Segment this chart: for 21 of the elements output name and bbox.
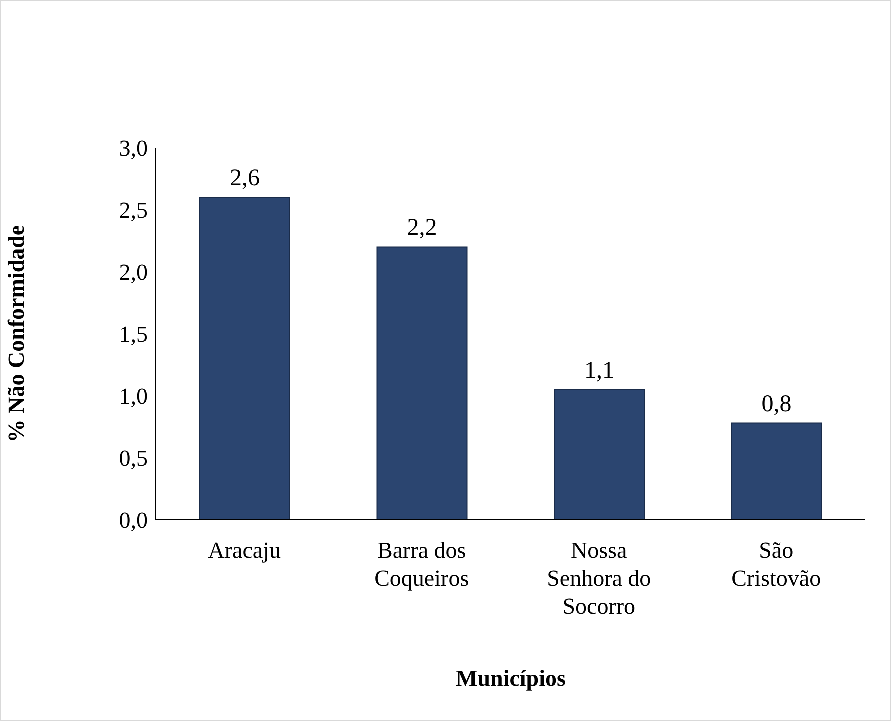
- data-label: 1,1: [584, 358, 614, 384]
- y-tick-label: 1,0: [119, 384, 148, 410]
- x-tick-label: São Cristovão: [732, 538, 822, 591]
- y-axis-title: % Não Conformidade: [4, 225, 30, 443]
- data-label: 0,8: [762, 391, 792, 418]
- y-tick-label: 2,0: [119, 260, 148, 286]
- bar: [376, 246, 468, 520]
- x-axis-title: Municípios: [455, 666, 567, 692]
- data-label: 2,2: [407, 215, 438, 242]
- y-tick-label: 3,0: [119, 136, 148, 162]
- y-tick-label: 0,0: [119, 508, 148, 534]
- data-label: 2,6: [230, 166, 260, 192]
- y-tick-label: 2,5: [119, 198, 148, 224]
- x-tick-label: Barra dos Coqueiros: [374, 538, 470, 591]
- x-tick-label: Nossa Senhora do Socorro: [547, 538, 652, 619]
- y-tick-label: 0,5: [119, 446, 148, 472]
- x-tick-label: Aracaju: [208, 538, 282, 563]
- y-tick-label: 1,5: [119, 322, 148, 348]
- bar: [200, 197, 290, 520]
- bar: [731, 422, 822, 520]
- bar: [554, 389, 645, 520]
